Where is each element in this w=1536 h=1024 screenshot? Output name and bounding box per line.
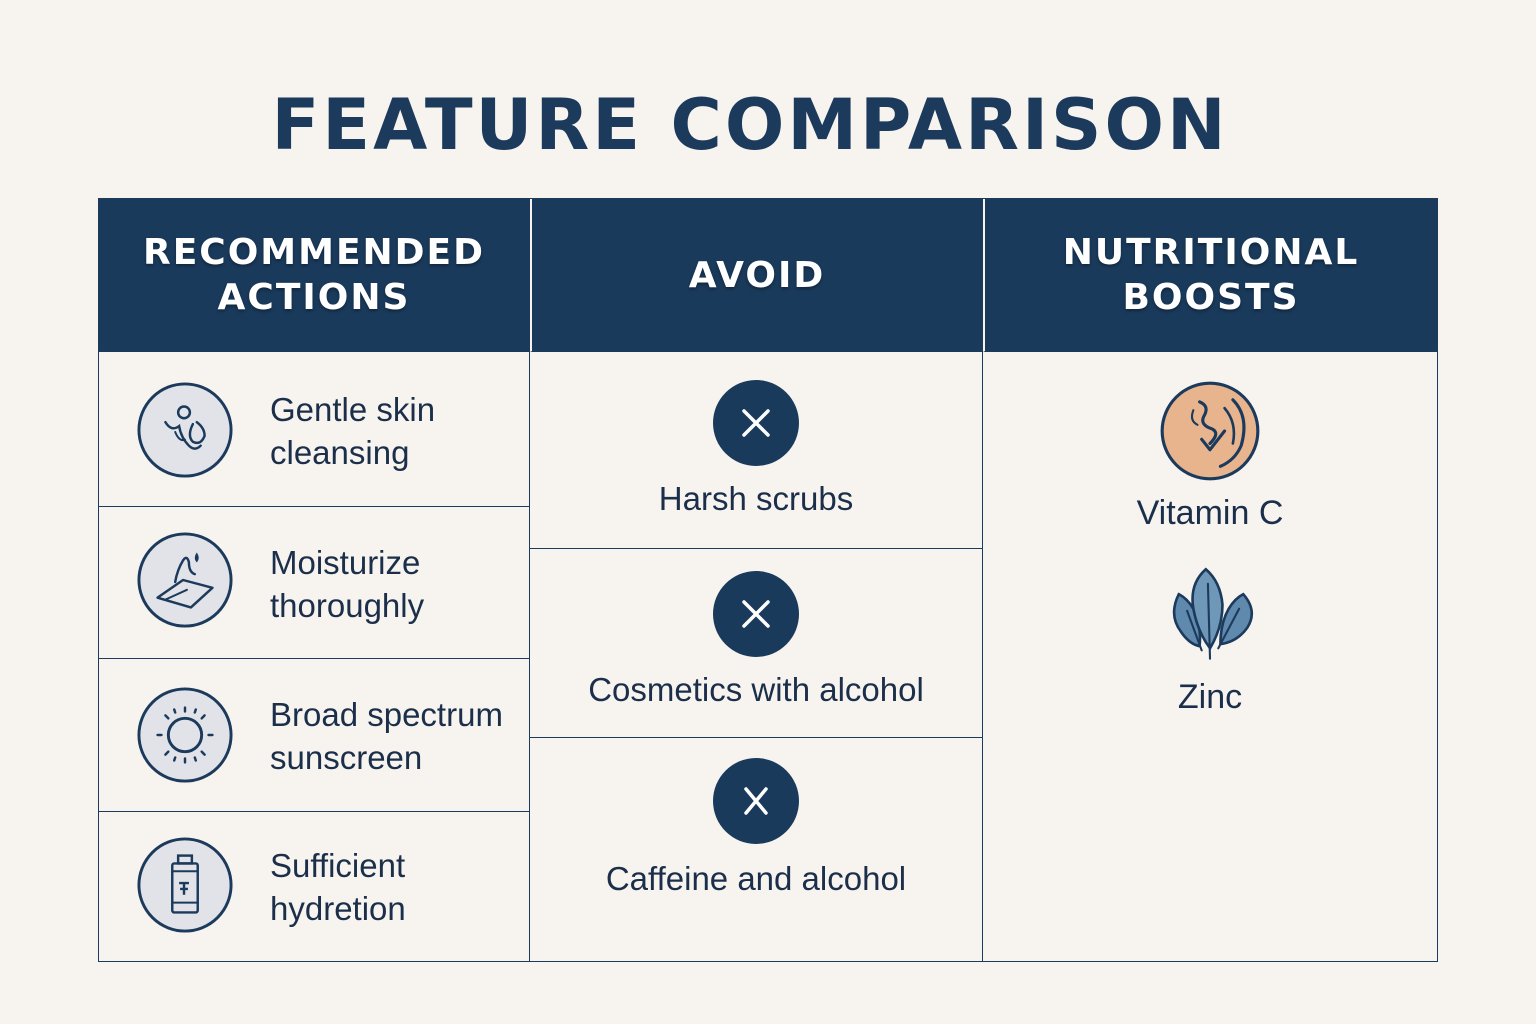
avoid-item-label: Harsh scrubs [658,480,854,517]
list-item: Broad spectrum sunscreen [99,659,529,812]
recommended-item-label: Moisturize thoroughly [270,544,425,624]
x-icon [713,380,799,466]
nutritional-boosts-header: NUTRITIONAL BOOSTS [983,199,1437,352]
x-icon [713,758,799,844]
list-item: Sufficient hydretion [99,812,529,963]
nutritional-boosts-header-label: NUTRITIONAL BOOSTS [1062,232,1360,318]
x-icon [713,571,799,657]
recommended-item-label: Broad spectrum sunscreen [270,696,503,776]
list-item: Harsh scrubs [530,352,982,549]
list-item: Gentle skin cleansing [99,352,529,507]
page-title: FEATURE COMPARISON [271,84,1229,166]
avoid-header: AVOID [530,199,982,352]
face-cleansing-icon [136,381,234,479]
citrus-icon [1158,379,1262,483]
comparison-table: RECOMMENDED ACTIONS Gentle skin cleansin… [98,198,1438,962]
moisturizer-hand-icon [136,531,234,629]
recommended-item-label: Gentle skin cleansing [270,391,436,471]
avoid-item-label: Cosmetics with alcohol [588,671,924,708]
recommended-item-label: Sufficient hydretion [270,847,406,927]
spinach-leaves-icon [1158,563,1262,667]
sun-icon [136,686,234,784]
list-item: Zinc [983,563,1437,717]
list-item: Caffeine and alcohol [530,738,982,963]
list-item: Cosmetics with alcohol [530,549,982,738]
list-item: Vitamin C [983,379,1437,533]
water-bottle-icon [136,836,234,934]
avoid-header-label: AVOID [688,254,826,296]
nutritional-boosts-column: NUTRITIONAL BOOSTS Vitamin C [983,199,1437,961]
boost-item-label: Vitamin C [1136,494,1284,532]
avoid-item-label: Caffeine and alcohol [605,860,907,897]
list-item: Moisturize thoroughly [99,507,529,659]
recommended-actions-header: RECOMMENDED ACTIONS [99,199,529,352]
recommended-actions-header-label: RECOMMENDED ACTIONS [142,232,486,318]
avoid-column: AVOID Harsh scrubs Cosmetics with alcoho… [530,199,983,961]
recommended-actions-column: RECOMMENDED ACTIONS Gentle skin cleansin… [99,199,530,961]
boost-item-label: Zinc [1177,678,1243,716]
